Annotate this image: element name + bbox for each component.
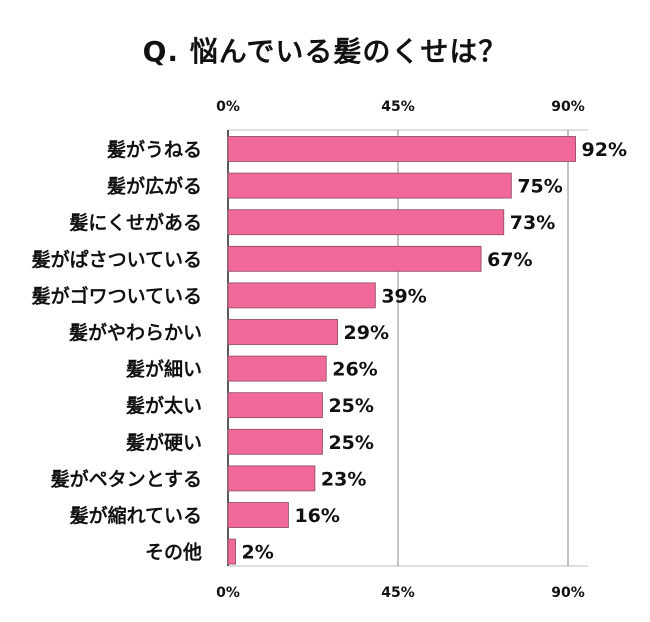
category-label-4: 髪がゴワついている [31, 284, 202, 307]
x-tick-label-top-1: 45% [381, 99, 415, 115]
category-label-9: 髪がペタンとする [50, 467, 202, 490]
category-label-3: 髪がぱさついている [31, 248, 202, 271]
x-tick-label-bottom-2: 90% [551, 585, 585, 601]
category-label-1: 髪が広がる [106, 175, 202, 198]
value-label-11: 2% [242, 542, 274, 564]
category-label-8: 髪が硬い [125, 431, 202, 454]
value-label-5: 29% [344, 322, 389, 344]
bar-4 [227, 282, 376, 309]
x-tick-label-bottom-1: 45% [381, 585, 415, 601]
value-label-7: 25% [328, 395, 373, 417]
bar-1 [227, 172, 512, 199]
category-label-0: 髪がうねる [106, 138, 202, 161]
bar-5 [227, 319, 338, 345]
value-label-9: 23% [321, 468, 366, 490]
bar-6 [227, 355, 327, 382]
bar-2 [227, 209, 505, 236]
category-label-7: 髪が太い [125, 394, 202, 417]
bar-8 [227, 428, 323, 455]
x-tick-label-bottom-0: 0% [216, 585, 240, 601]
category-label-2: 髪にくせがある [68, 211, 202, 234]
bar-10 [227, 502, 289, 528]
value-label-1: 75% [517, 176, 562, 198]
category-label-10: 髪が縮れている [69, 504, 202, 527]
value-label-3: 67% [487, 249, 532, 271]
value-label-2: 73% [510, 212, 555, 234]
chart-title: Q. 悩んでいる髪のくせは？ [142, 35, 508, 68]
bar-7 [227, 392, 323, 419]
bar-0 [227, 136, 576, 162]
category-label-5: 髪がやわらかい [68, 321, 202, 344]
category-label-6: 髪が細い [125, 358, 202, 381]
x-tick-label-top-0: 0% [216, 99, 240, 115]
bar-3 [227, 245, 482, 272]
bar-11 [227, 538, 236, 565]
value-label-8: 25% [328, 432, 373, 454]
category-label-11: その他 [145, 541, 202, 564]
value-label-0: 92% [582, 139, 627, 161]
bar-9 [227, 465, 316, 492]
value-label-6: 26% [332, 359, 377, 381]
x-tick-label-top-2: 90% [551, 99, 585, 115]
value-label-10: 16% [294, 505, 339, 527]
value-label-4: 39% [381, 285, 426, 307]
